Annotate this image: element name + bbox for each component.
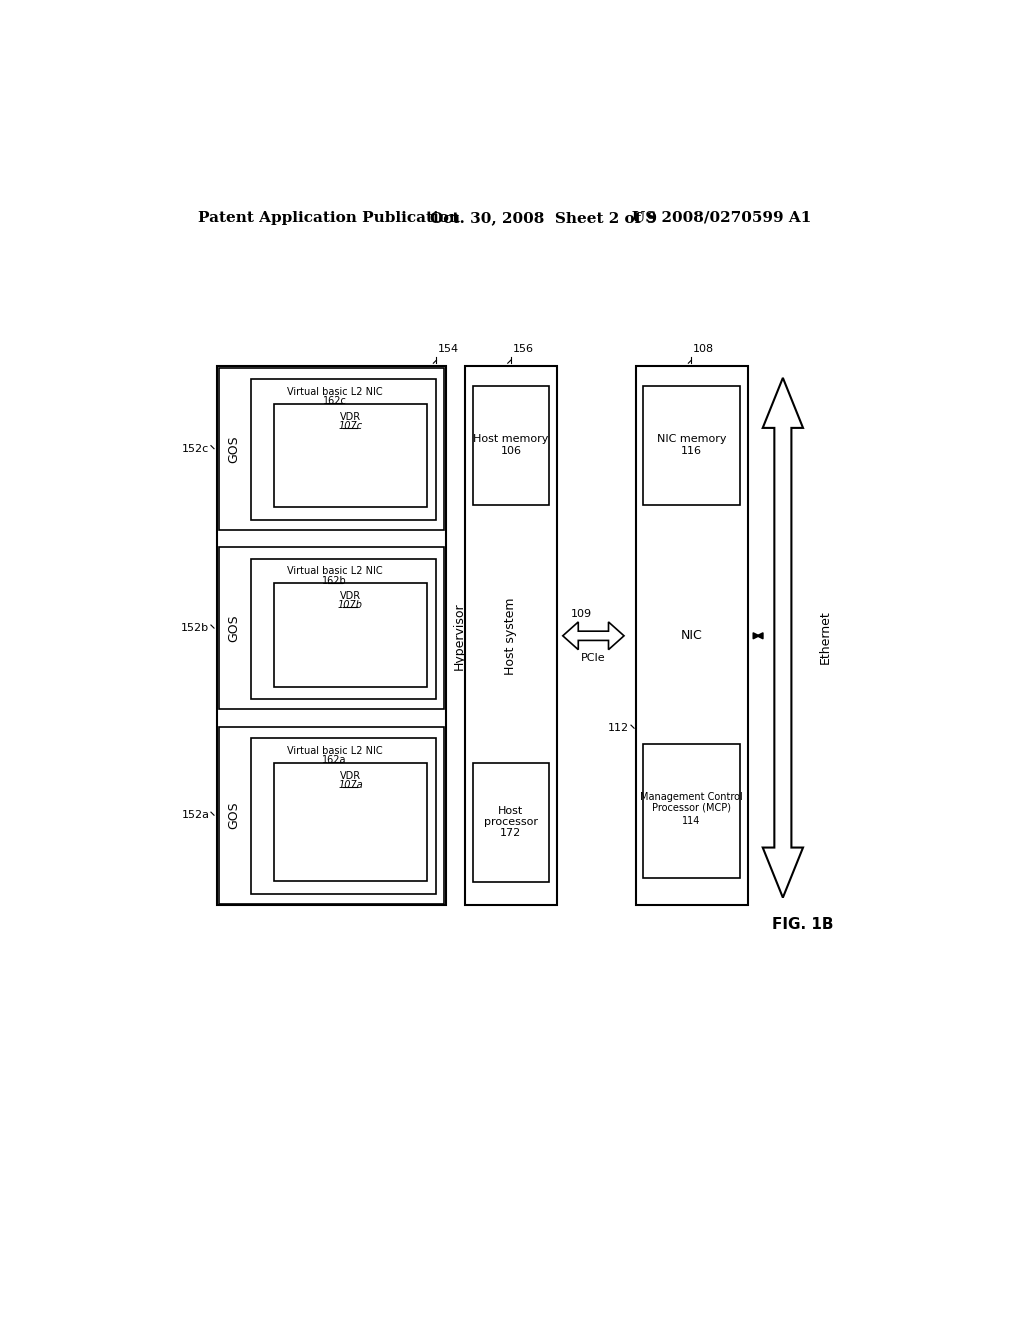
Text: FIG. 1B: FIG. 1B (771, 917, 833, 932)
Text: VDR: VDR (340, 771, 361, 780)
Bar (274, 583, 427, 686)
Text: 162a: 162a (323, 755, 347, 766)
Text: Host: Host (499, 807, 523, 816)
Text: 172: 172 (501, 828, 521, 838)
Text: US 2008/0270599 A1: US 2008/0270599 A1 (632, 211, 811, 224)
Text: NIC memory: NIC memory (656, 434, 726, 444)
Bar (274, 404, 427, 507)
Text: 112: 112 (608, 723, 630, 733)
Text: GOS: GOS (227, 801, 241, 829)
Text: 154: 154 (438, 345, 459, 354)
Text: VDR: VDR (340, 412, 361, 421)
Text: Ethernet: Ethernet (819, 610, 831, 664)
Bar (636, 367, 748, 906)
Bar (251, 379, 436, 520)
Text: processor: processor (484, 817, 538, 828)
Polygon shape (763, 378, 803, 898)
Bar (465, 367, 557, 906)
Text: GOS: GOS (227, 614, 241, 642)
Text: 152a: 152a (181, 810, 209, 820)
Bar (251, 558, 436, 700)
Text: 107b: 107b (338, 601, 362, 610)
Text: Management Control: Management Control (640, 792, 742, 801)
Text: Virtual basic L2 NIC: Virtual basic L2 NIC (287, 566, 382, 577)
Text: Virtual basic L2 NIC: Virtual basic L2 NIC (287, 746, 382, 756)
Bar (274, 763, 427, 882)
Text: 116: 116 (681, 446, 701, 455)
Text: Host system: Host system (505, 597, 517, 675)
Bar (643, 385, 740, 506)
Text: 152c: 152c (182, 444, 209, 454)
Bar (473, 763, 549, 882)
Text: 162b: 162b (323, 576, 347, 586)
Bar (217, 367, 445, 906)
Polygon shape (563, 622, 624, 649)
FancyArrowPatch shape (754, 634, 763, 639)
Text: Virtual basic L2 NIC: Virtual basic L2 NIC (287, 387, 382, 397)
Text: 107c: 107c (338, 421, 362, 430)
Bar (643, 743, 740, 878)
Text: 108: 108 (693, 345, 714, 354)
Bar (219, 548, 444, 709)
Text: PCIe: PCIe (581, 653, 606, 663)
Text: Patent Application Publication: Patent Application Publication (198, 211, 460, 224)
Text: 156: 156 (512, 345, 534, 354)
Text: NIC: NIC (681, 630, 702, 643)
Text: 152b: 152b (181, 623, 209, 634)
Text: Oct. 30, 2008  Sheet 2 of 9: Oct. 30, 2008 Sheet 2 of 9 (430, 211, 657, 224)
Text: Host memory: Host memory (473, 434, 549, 444)
Bar (219, 726, 444, 904)
Text: GOS: GOS (227, 434, 241, 462)
Bar (251, 738, 436, 894)
Text: 114: 114 (682, 816, 700, 826)
Text: 109: 109 (571, 609, 592, 619)
Bar (473, 385, 549, 506)
Text: Processor (MCP): Processor (MCP) (652, 803, 731, 813)
Bar (219, 368, 444, 529)
Text: 107a: 107a (338, 780, 362, 789)
Text: 106: 106 (501, 446, 521, 455)
Text: VDR: VDR (340, 591, 361, 601)
Text: Hypervisor: Hypervisor (454, 602, 466, 669)
Text: 162c: 162c (323, 396, 346, 407)
